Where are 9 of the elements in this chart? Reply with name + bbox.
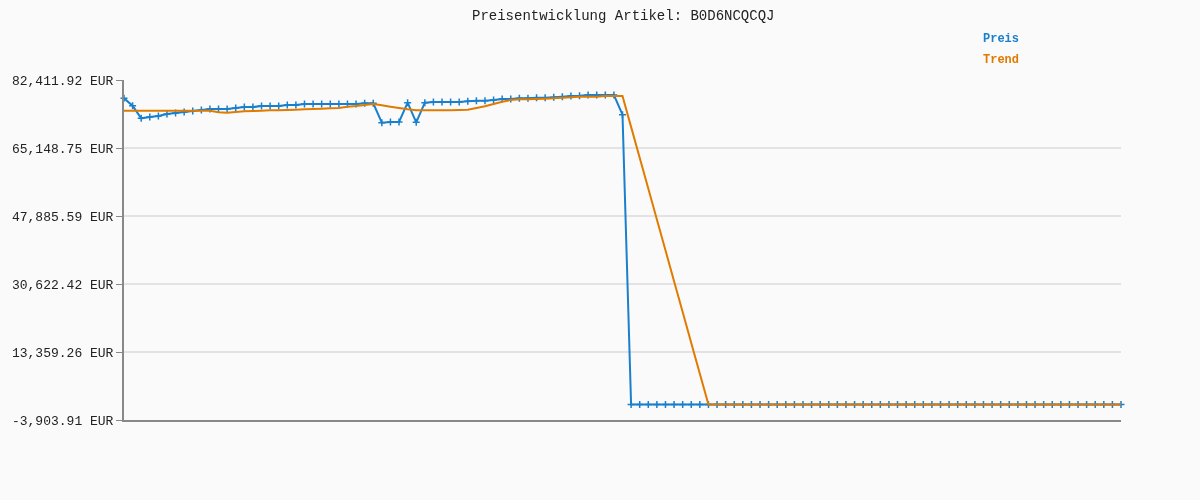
text: Trend — [983, 53, 1020, 67]
y-tick-label: -3,903.91 EUR — [11, 413, 114, 429]
y-tick-label: 82,411.92 EUR — [11, 73, 114, 89]
text: Preis — [983, 32, 1020, 46]
y-tick-label: 47,885.59 EUR — [11, 209, 114, 225]
y-tick-label: 65,148.75 EUR — [11, 141, 114, 157]
chart-title: Preisentwicklung Artikel: B0D6NCQCQJ — [472, 8, 775, 24]
y-tick-label: 30,622.42 EUR — [11, 277, 114, 293]
y-tick-label: 13,359.26 EUR — [11, 345, 114, 361]
